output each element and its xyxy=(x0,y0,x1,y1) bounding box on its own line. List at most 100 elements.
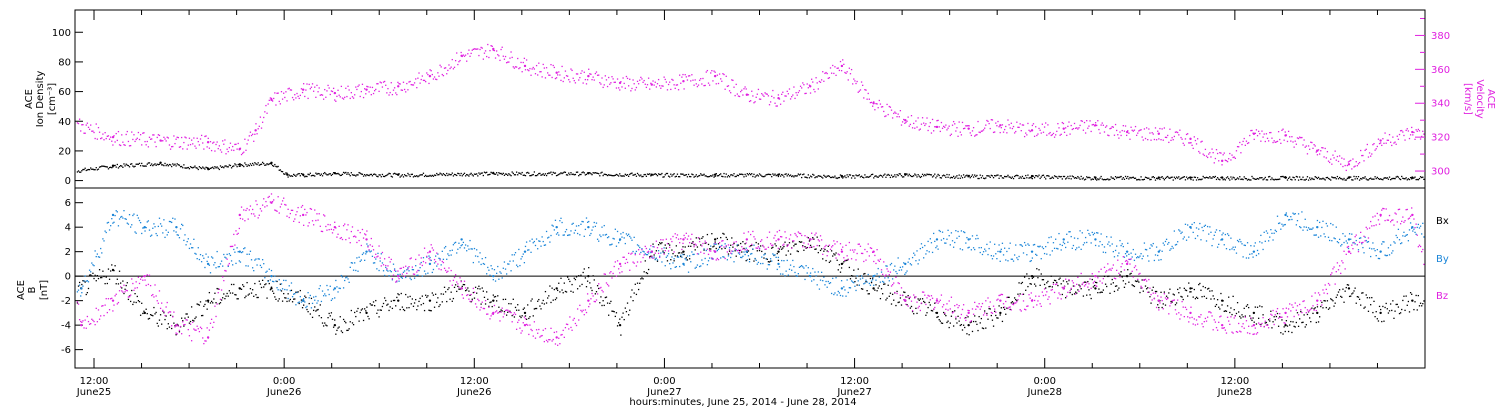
data-dot xyxy=(174,218,176,220)
data-dot xyxy=(1277,131,1280,133)
data-dot xyxy=(534,307,537,310)
data-dot xyxy=(1157,178,1159,180)
data-dot xyxy=(372,92,375,95)
data-dot xyxy=(608,76,610,79)
data-dot xyxy=(1384,306,1386,309)
data-dot xyxy=(260,163,263,165)
data-dot xyxy=(1244,144,1246,146)
data-dot xyxy=(1072,244,1075,247)
data-dot xyxy=(439,64,441,66)
data-dot xyxy=(1233,177,1235,179)
data-dot xyxy=(1107,134,1109,136)
data-dot xyxy=(737,244,740,246)
data-dot xyxy=(249,163,252,165)
data-dot xyxy=(889,264,892,266)
data-dot xyxy=(965,242,967,244)
data-dot xyxy=(1399,312,1402,314)
data-dot xyxy=(243,285,245,288)
data-dot xyxy=(1007,296,1009,298)
data-dot xyxy=(1088,289,1090,291)
data-dot xyxy=(723,172,725,175)
data-dot xyxy=(177,324,179,326)
data-dot xyxy=(251,267,254,269)
data-dot xyxy=(591,173,593,176)
data-dot xyxy=(1060,175,1062,178)
data-dot xyxy=(666,172,669,175)
data-dot xyxy=(1093,284,1096,287)
data-dot xyxy=(681,252,683,254)
data-dot xyxy=(958,320,960,322)
data-dot xyxy=(470,172,472,174)
data-dot xyxy=(1023,276,1026,278)
data-dot xyxy=(745,175,747,177)
data-dot xyxy=(321,94,324,96)
data-dot xyxy=(176,136,178,138)
data-dot xyxy=(1005,125,1007,128)
data-dot xyxy=(304,301,306,303)
data-dot xyxy=(764,175,766,177)
data-dot xyxy=(1025,174,1027,177)
data-dot xyxy=(320,300,323,303)
data-dot xyxy=(486,291,488,293)
data-dot xyxy=(834,254,836,256)
data-dot xyxy=(894,111,896,113)
data-dot xyxy=(189,320,192,323)
data-dot xyxy=(560,172,562,174)
data-dot xyxy=(250,164,253,167)
data-dot xyxy=(593,221,595,224)
data-dot xyxy=(904,273,906,276)
data-dot xyxy=(1281,129,1283,131)
data-dot xyxy=(1246,179,1249,181)
data-dot xyxy=(1092,233,1095,236)
data-dot xyxy=(942,125,945,128)
data-point xyxy=(1094,176,1097,179)
data-dot xyxy=(1082,295,1085,297)
data-dot xyxy=(1370,304,1372,306)
data-dot xyxy=(589,172,591,174)
data-dot xyxy=(886,103,888,106)
data-dot xyxy=(728,176,731,178)
data-dot xyxy=(1397,176,1400,178)
data-point xyxy=(492,171,495,175)
data-dot xyxy=(1218,160,1220,162)
data-dot xyxy=(476,249,478,251)
data-dot xyxy=(512,260,514,262)
data-dot xyxy=(1356,178,1359,180)
data-dot xyxy=(683,88,685,90)
data-point xyxy=(840,262,844,266)
data-dot xyxy=(386,92,388,94)
data-dot xyxy=(1264,322,1266,324)
data-dot xyxy=(939,130,941,133)
data-dot xyxy=(462,173,465,176)
data-dot xyxy=(1100,291,1102,293)
data-dot xyxy=(427,175,429,177)
data-dot xyxy=(914,254,916,256)
data-dot xyxy=(273,97,275,100)
data-dot xyxy=(316,173,318,175)
data-dot xyxy=(619,173,621,175)
data-dot xyxy=(334,297,336,299)
data-dot xyxy=(958,174,960,176)
data-dot xyxy=(110,225,112,227)
data-dot xyxy=(1163,127,1166,129)
data-dot xyxy=(1131,129,1133,131)
data-dot xyxy=(537,300,539,302)
data-dot xyxy=(171,146,173,148)
data-point xyxy=(238,163,241,166)
data-dot xyxy=(1396,303,1398,306)
data-dot xyxy=(728,247,731,249)
data-dot xyxy=(390,271,392,273)
data-dot xyxy=(235,164,237,166)
data-dot xyxy=(788,242,791,244)
data-dot xyxy=(1006,307,1008,309)
data-dot xyxy=(926,173,928,175)
data-dot xyxy=(1036,134,1038,137)
data-dot xyxy=(305,296,307,299)
data-dot xyxy=(1132,130,1134,132)
data-dot xyxy=(1254,178,1256,180)
data-dot xyxy=(134,140,136,143)
data-dot xyxy=(521,255,523,258)
data-dot xyxy=(992,325,995,327)
data-dot xyxy=(1218,178,1220,180)
data-dot xyxy=(1030,260,1032,262)
